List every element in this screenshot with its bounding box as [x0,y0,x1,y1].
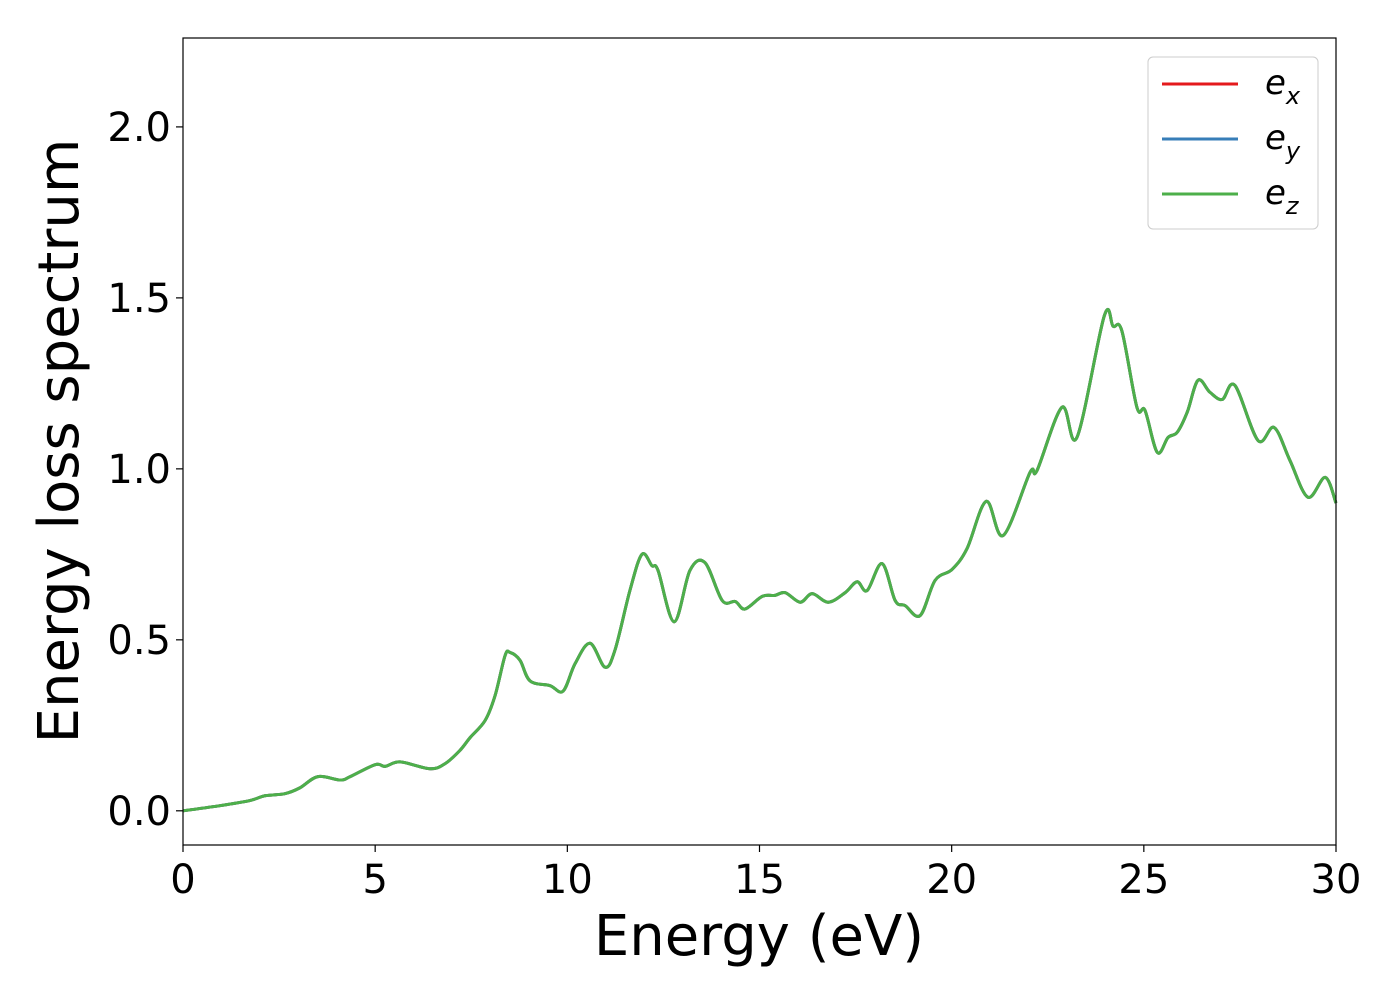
y-tick-label: 1.0 [107,447,171,493]
series-lines [182,307,1338,813]
series-line-e_z [182,307,1338,813]
y-axis-label: Energy loss spectrum [27,139,92,744]
x-axis-label: Energy (eV) [594,904,924,969]
x-tick-label: 5 [362,857,387,903]
x-tick-label: 15 [734,857,785,903]
x-tick-label: 30 [1311,857,1362,903]
x-tick-label: 0 [170,857,195,903]
legend-box [1147,56,1319,230]
plot-area [183,38,1336,845]
y-tick-label: 0.0 [107,789,171,835]
y-tick-label: 1.5 [107,276,171,322]
y-axis: 0.0 0.5 1.0 1.5 2.0 [107,105,183,835]
x-tick-label: 25 [1118,857,1169,903]
x-axis: 0 5 10 15 20 25 30 [170,845,1361,903]
legend-item-e_x: ex [1162,63,1301,110]
x-tick-label: 20 [926,857,977,903]
x-tick-label: 10 [542,857,593,903]
y-tick-label: 0.5 [107,618,171,664]
y-tick-label: 2.0 [107,105,171,151]
